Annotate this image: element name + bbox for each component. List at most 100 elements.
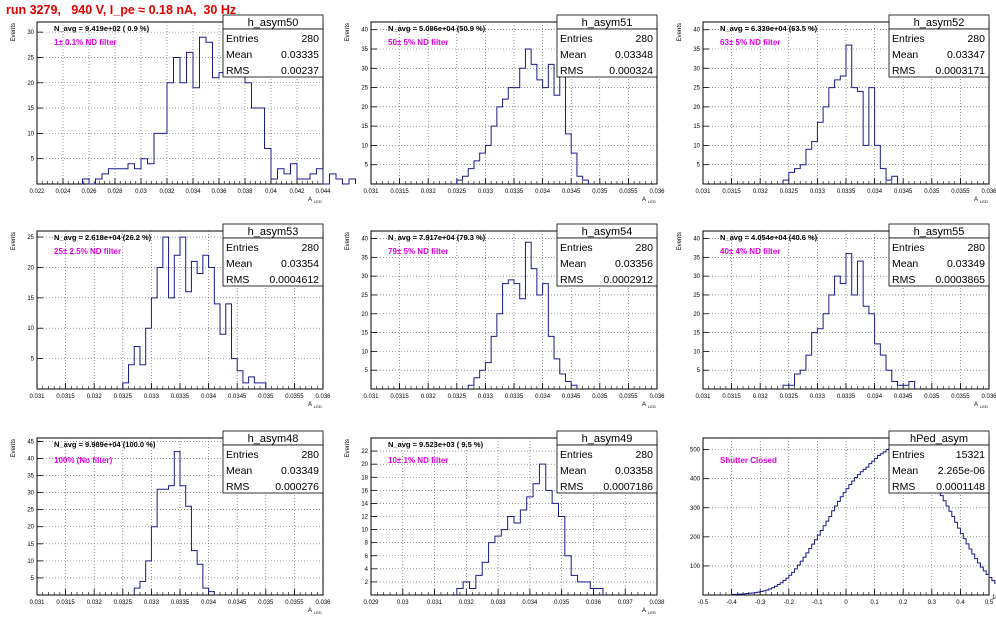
stats-box: h_asym55 Entries 280 Mean 0.03349 RMS 0.000386…	[888, 223, 990, 287]
filter-annotation: Shutter Closed	[720, 456, 777, 465]
x-axis-title: A	[642, 402, 646, 408]
histogram-line	[456, 48, 589, 184]
filter-annotation: 50± 5% ND filter	[388, 38, 448, 47]
navg-label: N_avg = 6.339e+04 (63.5 %)	[720, 24, 818, 33]
x-tick-label: 0.034	[201, 600, 217, 606]
histogram-name: h_asym54	[582, 226, 633, 238]
x-tick-label: 0.0345	[894, 394, 913, 400]
stats-value: 0.000324	[609, 65, 653, 77]
stats-label: RMS	[560, 65, 583, 77]
y-tick-label: 5	[31, 576, 35, 582]
x-tick-label: 0.032	[753, 189, 769, 195]
y-tick-label: 30	[27, 30, 34, 36]
y-tick-label: 15	[361, 124, 368, 130]
x-tick-label: 0.0325	[114, 600, 133, 606]
stats-label: RMS	[560, 274, 583, 286]
x-tick-label: 0.0355	[951, 189, 970, 195]
stats-label: RMS	[892, 481, 915, 493]
stats-label: RMS	[560, 481, 583, 493]
y-tick-label: 10	[27, 326, 34, 332]
histogram-panel-h_asym51: 0.031 0.0315 0.032 0.0325 0.033 0.0335 0.034 0.…	[345, 14, 665, 204]
x-tick-label: 0.03	[135, 189, 147, 195]
y-tick-label: 300	[690, 506, 701, 512]
histogram-line	[133, 451, 215, 595]
stats-value: 280	[635, 33, 653, 45]
y-tick-label: 15	[361, 331, 368, 337]
x-tick-label: 0.036	[981, 189, 996, 195]
y-tick-label: 400	[690, 477, 701, 483]
navg-label: N_avg = 7.917e+04 (79.3 %)	[388, 233, 486, 242]
filter-annotation: 79± 5% ND filter	[388, 247, 448, 256]
stats-value: 0.03354	[281, 258, 319, 270]
x-tick-label: 0.0315	[722, 394, 741, 400]
x-tick-label: 0.0355	[619, 394, 638, 400]
stats-body-box	[222, 444, 324, 494]
histogram-name: h_asym50	[248, 17, 299, 29]
x-tick-label: 0.026	[81, 189, 97, 195]
x-tick-label: 0.036	[649, 394, 665, 400]
stats-label: RMS	[892, 65, 915, 77]
stats-value: 280	[635, 449, 653, 461]
stats-box: h_asym53 Entries 280 Mean 0.03354 RMS 0.000461…	[222, 223, 324, 287]
stats-label: RMS	[226, 481, 249, 493]
y-tick-label: 35	[361, 255, 368, 261]
x-tick-label: 0.0335	[171, 394, 190, 400]
x-tick-label: 0.0335	[171, 600, 190, 606]
stats-label: Entries	[560, 242, 593, 254]
x-tick-label: 0.034	[535, 189, 551, 195]
x-tick-label: 0.0335	[505, 394, 524, 400]
x-tick-label: 0.033	[478, 189, 494, 195]
y-tick-label: 30	[361, 66, 368, 72]
x-tick-label: 0.031	[427, 600, 443, 606]
stats-label: Mean	[892, 258, 918, 270]
y-tick-label: 20	[27, 525, 34, 531]
y-tick-label: 40	[361, 28, 368, 34]
x-axis-title: A	[308, 608, 312, 614]
histogram-panel-h_asym52: 0.031 0.0315 0.032 0.0325 0.033 0.0335 0.034 0.…	[677, 14, 996, 204]
x-tick-label: 0.0345	[228, 394, 247, 400]
x-tick-label: 0.035	[592, 189, 608, 195]
x-tick-label: 0.034	[867, 189, 883, 195]
stats-label: Entries	[226, 33, 259, 45]
stats-box: hPed_asym Entries 15321 Mean 2.265e-06 RMS 0.0…	[888, 430, 990, 494]
stats-body-box	[556, 237, 658, 287]
y-tick-label: 5	[697, 163, 701, 169]
histogram-name: h_asym53	[248, 226, 299, 238]
x-tick-label: 0.033	[144, 394, 160, 400]
histogram-panel-h_asym53: 0.031 0.0315 0.032 0.0325 0.033 0.0335 0.034 0.…	[11, 223, 331, 409]
x-tick-label: 0.0325	[448, 189, 467, 195]
stats-label: RMS	[892, 274, 915, 286]
stats-value: 0.0001148	[936, 481, 985, 493]
y-tick-label: 15	[27, 542, 34, 548]
stats-label: Entries	[226, 242, 259, 254]
stats-body-box	[888, 444, 990, 494]
x-tick-label: 0.0335	[837, 394, 856, 400]
x-tick-label: 0.0325	[780, 394, 799, 400]
x-axis-title: A	[308, 197, 312, 203]
x-tick-label: 0.032	[753, 394, 769, 400]
x-tick-label: -0.4	[726, 600, 737, 606]
x-tick-label: 0.035	[592, 394, 608, 400]
x-tick-label: 0.036	[981, 394, 996, 400]
stats-box: h_asym50 Entries 280 Mean 0.03335 RMS 0.00237	[222, 14, 324, 78]
y-tick-label: 25	[27, 508, 34, 514]
y-tick-label: 10	[361, 349, 368, 355]
x-tick-label: 0.032	[87, 394, 103, 400]
y-tick-label: 20	[693, 312, 700, 318]
stats-label: Mean	[226, 49, 252, 61]
x-axis-title: A	[308, 402, 312, 408]
y-tick-label: 35	[361, 47, 368, 53]
stats-value: 0.0003865	[935, 274, 985, 286]
y-tick-label: 20	[693, 105, 700, 111]
x-tick-label: 0.042	[289, 189, 305, 195]
x-tick-label: 0.035	[554, 600, 570, 606]
stats-value: 0.0007186	[603, 481, 653, 493]
stats-body-box	[222, 28, 324, 78]
x-tick-label: 0.5	[985, 600, 994, 606]
stats-label: Mean	[226, 258, 252, 270]
x-tick-label: 0.032	[421, 189, 437, 195]
y-axis-title: Events	[345, 439, 351, 457]
x-axis-title-sub: LED	[980, 199, 988, 204]
x-tick-label: -0.5	[698, 600, 709, 606]
x-tick-label: 0.034	[535, 394, 551, 400]
